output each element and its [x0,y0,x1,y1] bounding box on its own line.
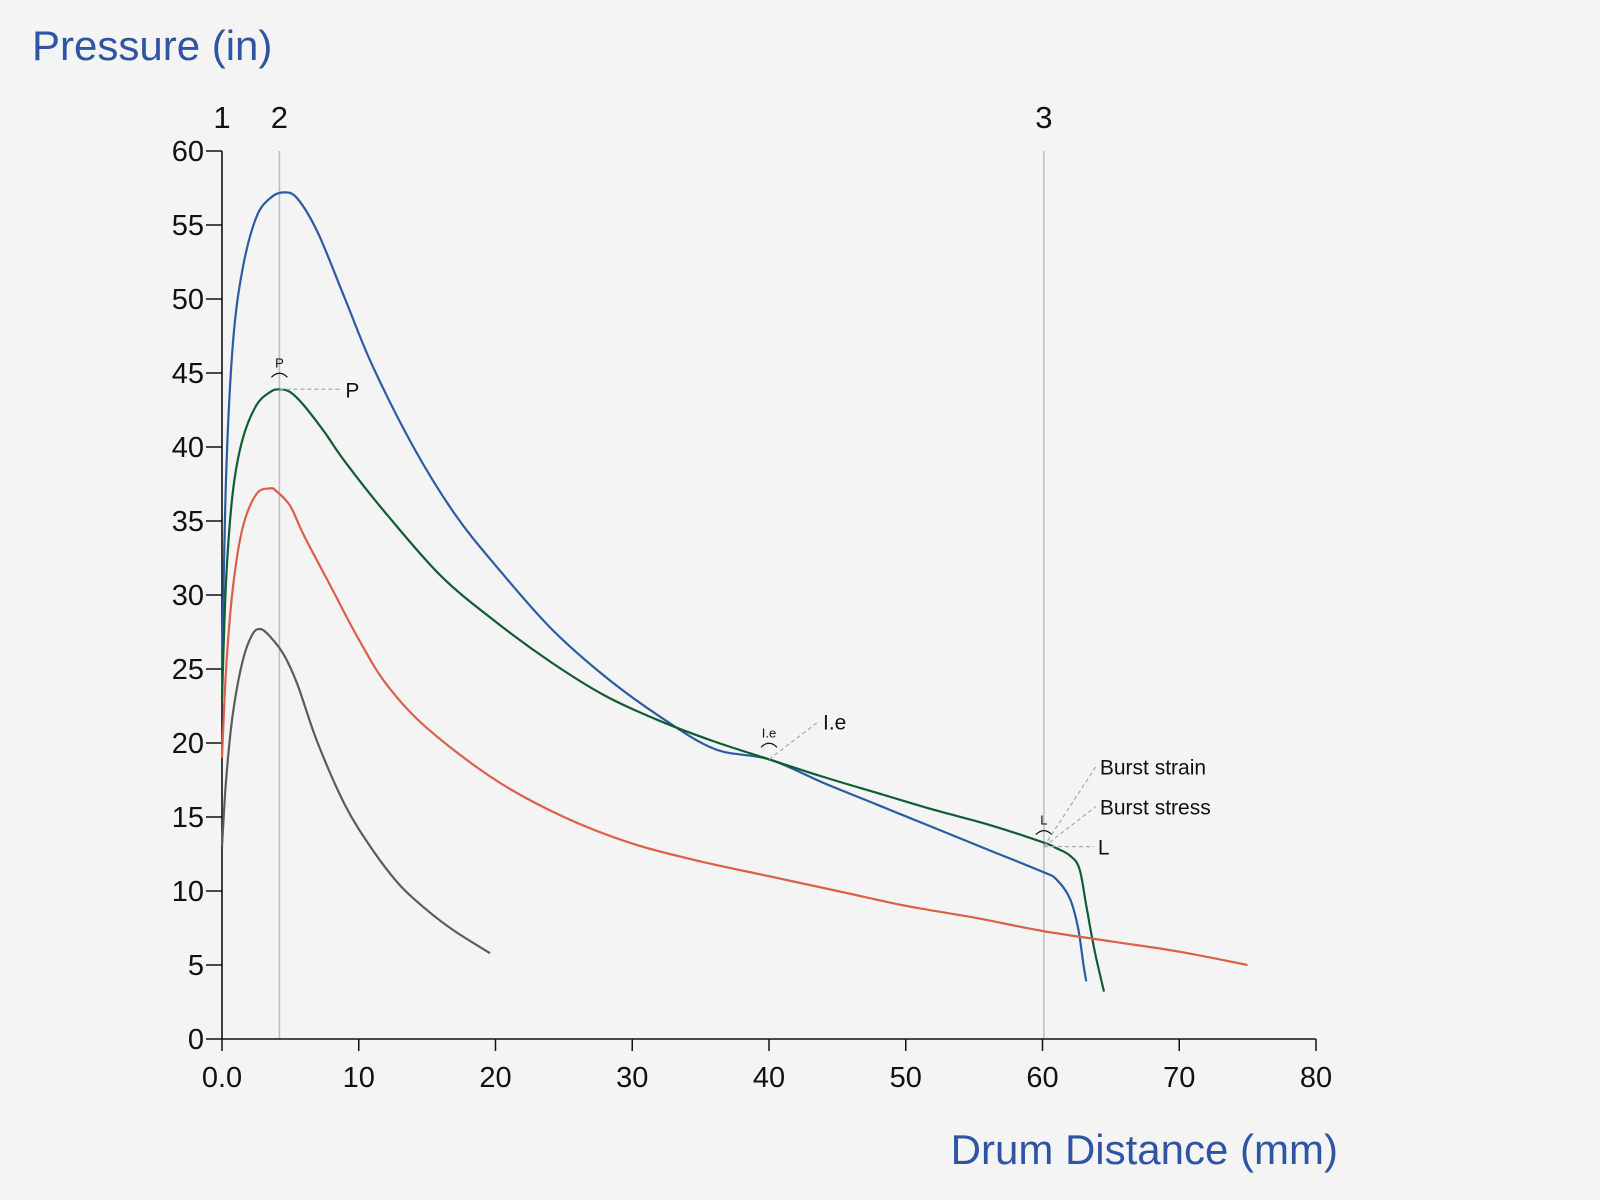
x-tick-label: 30 [616,1062,648,1094]
y-tick-label: 55 [172,210,204,242]
y-tick-label: 45 [172,358,204,390]
annotation-arc [271,372,288,378]
y-axis-title: Pressure (in) [32,22,273,69]
series-line [220,487,1248,967]
vertical-marker-label: 2 [271,100,288,135]
annotation-label: P [345,379,359,402]
x-tick-label: 80 [1300,1062,1332,1094]
y-tick-label: 30 [172,580,204,612]
annotation-leader [768,720,820,760]
annotation-label: Burst strain [1100,757,1206,780]
annotation-small-label: I.e [762,725,776,740]
x-axis-title: Drum Distance (mm) [950,1126,1338,1173]
annotation-label: L [1098,837,1110,860]
annotation-label: I.e [823,711,846,734]
series-line [220,191,1088,982]
annotation-label: Burst stress [1100,797,1211,820]
y-tick-label: 10 [172,876,204,908]
y-tick-label: 5 [188,950,204,982]
vertical-marker-label: 1 [213,100,230,135]
y-tick-label: 15 [172,802,204,834]
x-tick-label: 60 [1026,1062,1058,1094]
series-line [220,627,491,955]
annotation-small-label: L [1040,813,1047,828]
x-tick-label: 10 [343,1062,375,1094]
y-tick-label: 40 [172,432,204,464]
annotation-leader [1043,806,1097,848]
y-tick-label: 0 [188,1024,204,1056]
annotation-leader [1043,766,1097,847]
annotation-arc [1035,830,1053,836]
y-tick-label: 25 [172,654,204,686]
annotation-small-label: P [275,355,284,370]
annotation-arc [760,742,778,748]
x-tick-label: 0.0 [202,1062,242,1094]
y-tick-label: 35 [172,506,204,538]
x-tick-label: 20 [479,1062,511,1094]
x-tick-label: 40 [753,1062,785,1094]
y-tick-label: 60 [172,136,204,168]
x-tick-label: 50 [890,1062,922,1094]
x-tick-label: 70 [1163,1062,1195,1094]
vertical-marker-label: 3 [1035,100,1052,135]
y-tick-label: 50 [172,284,204,316]
series-line [220,388,1106,992]
y-tick-label: 20 [172,728,204,760]
